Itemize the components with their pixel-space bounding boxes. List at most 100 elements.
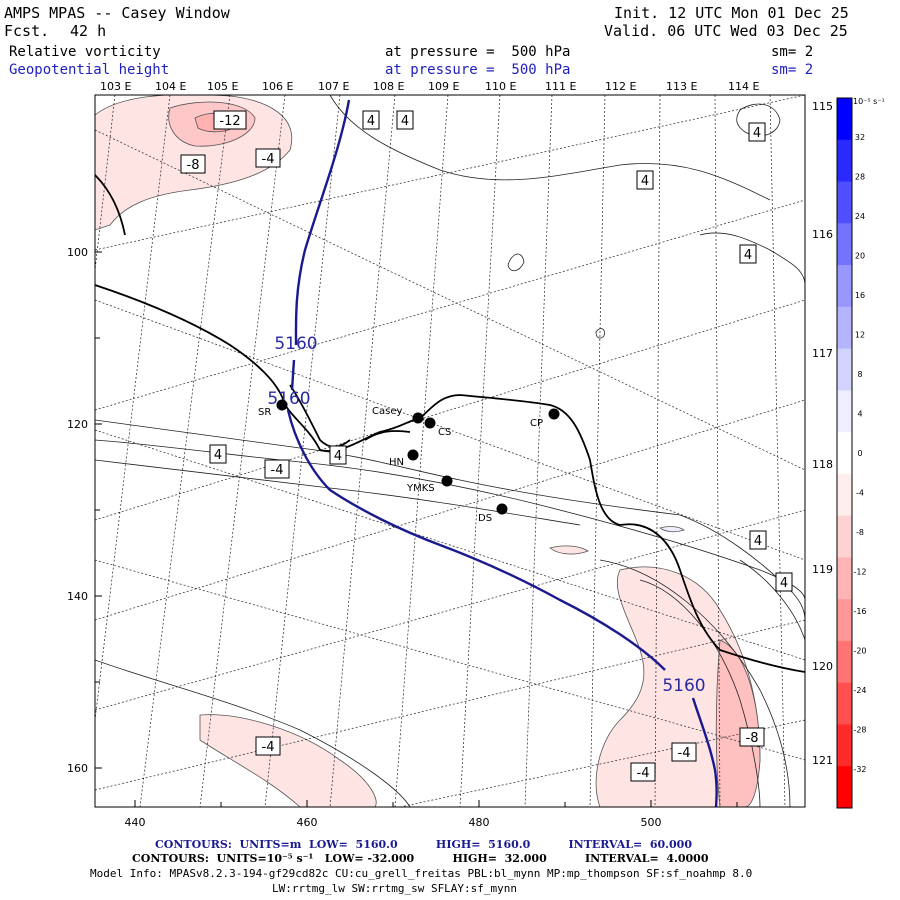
model-info-2: LW:rrtmg_lw SW:rrtmg_sw SFLAY:sf_mynn bbox=[272, 882, 518, 895]
colorbar-label: 16 bbox=[855, 291, 865, 300]
field2-name: Geopotential height bbox=[9, 62, 170, 78]
colorbar-label: -4 bbox=[856, 489, 864, 498]
colorbar-swatch bbox=[837, 181, 852, 224]
lon-label: 114 E bbox=[728, 80, 759, 93]
station-label: SR bbox=[258, 407, 271, 418]
contour-label: -12 bbox=[213, 110, 247, 130]
contour-label-text: 4 bbox=[780, 576, 788, 591]
contour-label-text: -8 bbox=[187, 158, 200, 173]
contour-label: 4 bbox=[209, 444, 227, 464]
colorbar-label: 12 bbox=[855, 331, 865, 340]
colorbar-swatch bbox=[837, 348, 852, 391]
station-dot bbox=[496, 503, 508, 515]
station-markers: SR Casey CS CP HN YMKS DS bbox=[258, 399, 560, 524]
contour-label-text: 4 bbox=[744, 248, 752, 263]
lon-label: 112 E bbox=[605, 80, 636, 93]
contour-label: 4 bbox=[329, 445, 347, 465]
contour-label-text: 4 bbox=[754, 534, 762, 549]
contour-label-text: -4 bbox=[262, 740, 275, 755]
colorbar-swatch bbox=[837, 265, 852, 308]
plot-frame bbox=[94, 94, 806, 808]
vorticity-contours bbox=[95, 95, 805, 807]
y-tick-label: 160 bbox=[67, 762, 88, 775]
contour-label: 4 bbox=[362, 110, 380, 130]
lon-label: 108 E bbox=[373, 80, 404, 93]
y-tick-label: 120 bbox=[67, 418, 88, 431]
contour-label: 4 bbox=[636, 170, 654, 190]
contour-label-text: -12 bbox=[219, 114, 240, 129]
colorbar-label: 0 bbox=[857, 449, 862, 458]
colorbar-swatch bbox=[837, 515, 852, 558]
lon-labels-right: 115 E 116 E 117 E 118 E 119 E 120 E 121 … bbox=[812, 100, 843, 767]
valid-time: Valid. 06 UTC Wed 03 Dec 25 bbox=[604, 22, 848, 40]
station-label: CP bbox=[530, 418, 543, 429]
colorbar-label: 24 bbox=[855, 212, 865, 221]
lon-label: 113 E bbox=[666, 80, 697, 93]
contour-label: -4 bbox=[255, 736, 281, 756]
x-tick-label: 440 bbox=[125, 816, 146, 829]
contour-label-text: 4 bbox=[401, 114, 409, 129]
colorbar-label: 8 bbox=[857, 370, 862, 379]
coastline bbox=[95, 174, 805, 673]
station-dot bbox=[276, 399, 288, 411]
contour-label-text: -8 bbox=[746, 731, 759, 746]
height-label: 5160 bbox=[267, 389, 310, 409]
contour-label-text: -4 bbox=[262, 152, 275, 167]
lon-labels-top: 103 E 104 E 105 E 106 E 107 E 108 E 109 … bbox=[100, 80, 759, 93]
graticule bbox=[95, 95, 805, 807]
colorbar-swatch bbox=[837, 599, 852, 642]
lon-label: 115 E bbox=[812, 100, 843, 113]
height-contour-5160 bbox=[286, 99, 718, 807]
contour-label-text: 4 bbox=[367, 114, 375, 129]
lon-label: 118 E bbox=[812, 458, 843, 471]
colorbar-swatch bbox=[837, 432, 852, 475]
vorticity-contour-info: CONTOURS: UNITS=10⁻⁵ s⁻¹ LOW= -32.000 HI… bbox=[132, 852, 709, 865]
colorbar-label: -16 bbox=[853, 607, 866, 616]
colorbar-swatch bbox=[837, 640, 852, 684]
field2-smoothing: sm= 2 bbox=[771, 62, 814, 78]
lon-label: 116 E bbox=[812, 228, 843, 241]
lon-label: 103 E bbox=[100, 80, 131, 93]
contour-label-text: 4 bbox=[334, 449, 342, 464]
lon-label: 106 E bbox=[262, 80, 293, 93]
lon-label: 109 E bbox=[428, 80, 459, 93]
colorbar-label: 20 bbox=[855, 252, 865, 261]
colorbar-unit: 10⁻⁵ s⁻¹ bbox=[853, 97, 885, 106]
station-dot bbox=[548, 408, 560, 420]
colorbar-swatch bbox=[837, 223, 852, 266]
lon-label: 104 E bbox=[155, 80, 186, 93]
height-label: 5160 bbox=[274, 334, 317, 354]
lon-label: 120 E bbox=[812, 660, 843, 673]
contour-label-text: 4 bbox=[641, 174, 649, 189]
contour-label-text: -4 bbox=[637, 766, 650, 781]
contour-label: 4 bbox=[739, 244, 757, 264]
contour-label-text: 4 bbox=[214, 448, 222, 463]
map-title: AMPS MPAS -- Casey Window bbox=[4, 4, 230, 22]
colorbar-swatch bbox=[837, 139, 852, 183]
colorbar-label: -20 bbox=[853, 647, 866, 656]
colorbar-label: -32 bbox=[853, 765, 866, 774]
contour-label: 4 bbox=[749, 530, 767, 550]
lon-label: 105 E bbox=[207, 80, 238, 93]
colorbar-swatch bbox=[837, 306, 852, 350]
station-dot bbox=[441, 475, 453, 487]
colorbar-swatch bbox=[837, 98, 852, 141]
colorbar-swatch bbox=[837, 766, 852, 809]
colorbar-swatch bbox=[837, 724, 852, 767]
lon-label: 107 E bbox=[318, 80, 349, 93]
lon-label: 119 E bbox=[812, 563, 843, 576]
colorbar-label: 4 bbox=[857, 410, 862, 419]
y-tick-label: 140 bbox=[67, 590, 88, 603]
station-label: YMKS bbox=[406, 483, 435, 494]
contour-label: -4 bbox=[630, 762, 656, 782]
x-tick-label: 460 bbox=[297, 816, 318, 829]
height-contour-info: CONTOURS: UNITS=m LOW= 5160.0 HIGH= 5160… bbox=[155, 838, 692, 851]
colorbar-label: 32 bbox=[855, 133, 865, 142]
field2-level: at pressure = 500 hPa bbox=[385, 62, 571, 78]
contour-label-text: -4 bbox=[678, 746, 691, 761]
contour-label-text: -4 bbox=[271, 463, 284, 478]
colorbar-swatch bbox=[837, 557, 852, 600]
lon-label: 111 E bbox=[545, 80, 576, 93]
y-tick-label: 100 bbox=[67, 246, 88, 259]
